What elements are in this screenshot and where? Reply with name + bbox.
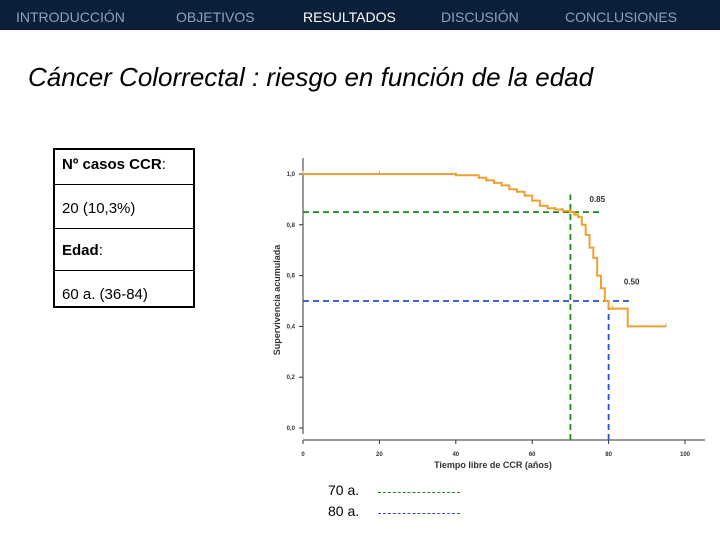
x-tick-label: 20: [376, 452, 383, 458]
age-colon: :: [98, 242, 103, 259]
cases-heading: Nº casos CCR:: [62, 156, 166, 173]
y-tick-label: 0,0: [287, 426, 296, 432]
legend-label-80: 80 a.: [328, 503, 360, 519]
y-tick-label: 0,8: [287, 223, 296, 229]
info-divider: [55, 228, 193, 229]
y-tick-label: 1,0: [287, 172, 296, 178]
cases-label: Nº casos CCR: [62, 156, 162, 173]
cases-colon: :: [161, 156, 166, 173]
y-tick-label: 0,4: [287, 324, 296, 330]
y-axis-label: Supervivencia acumulada: [272, 244, 282, 356]
slide-title: Cáncer Colorrectal : riesgo en función d…: [28, 62, 594, 92]
legend-line-80: [378, 513, 460, 514]
nav-item-conclusiones[interactable]: CONCLUSIONES: [565, 9, 678, 25]
legend-line-70: [378, 492, 460, 493]
age-label: Edad: [62, 242, 99, 259]
nav-item-introduccion[interactable]: INTRODUCCIÓN: [16, 9, 125, 25]
legend-label-70: 70 a.: [328, 482, 360, 498]
nav-item-discusion[interactable]: DISCUSIÓN: [441, 9, 519, 25]
age-heading: Edad:: [62, 242, 103, 259]
top-nav-bar: INTRODUCCIÓN OBJETIVOS RESULTADOS DISCUS…: [0, 0, 720, 30]
x-tick-label: 80: [605, 452, 612, 458]
cases-value: 20 (10,3%): [62, 200, 136, 217]
age-value: 60 a. (36-84): [62, 286, 148, 303]
annotation-label: 0.85: [590, 195, 606, 204]
nav-item-resultados[interactable]: RESULTADOS: [303, 9, 396, 25]
nav-item-objetivos[interactable]: OBJETIVOS: [176, 9, 255, 25]
info-box: Nº casos CCR: 20 (10,3%) Edad: 60 a. (36…: [53, 148, 195, 308]
y-tick-label: 0,6: [287, 274, 296, 280]
x-tick-label: 100: [680, 452, 691, 458]
x-tick-label: 40: [452, 452, 459, 458]
x-tick-label: 60: [529, 452, 536, 458]
x-axis-label: Tiempo libre de CCR (años): [434, 460, 552, 470]
survival-curve: [303, 173, 666, 328]
y-tick-label: 0,2: [287, 375, 296, 381]
info-divider: [55, 270, 193, 271]
annotation-label: 0.50: [624, 277, 640, 286]
info-divider: [55, 184, 193, 185]
x-tick-label: 0: [301, 452, 305, 458]
